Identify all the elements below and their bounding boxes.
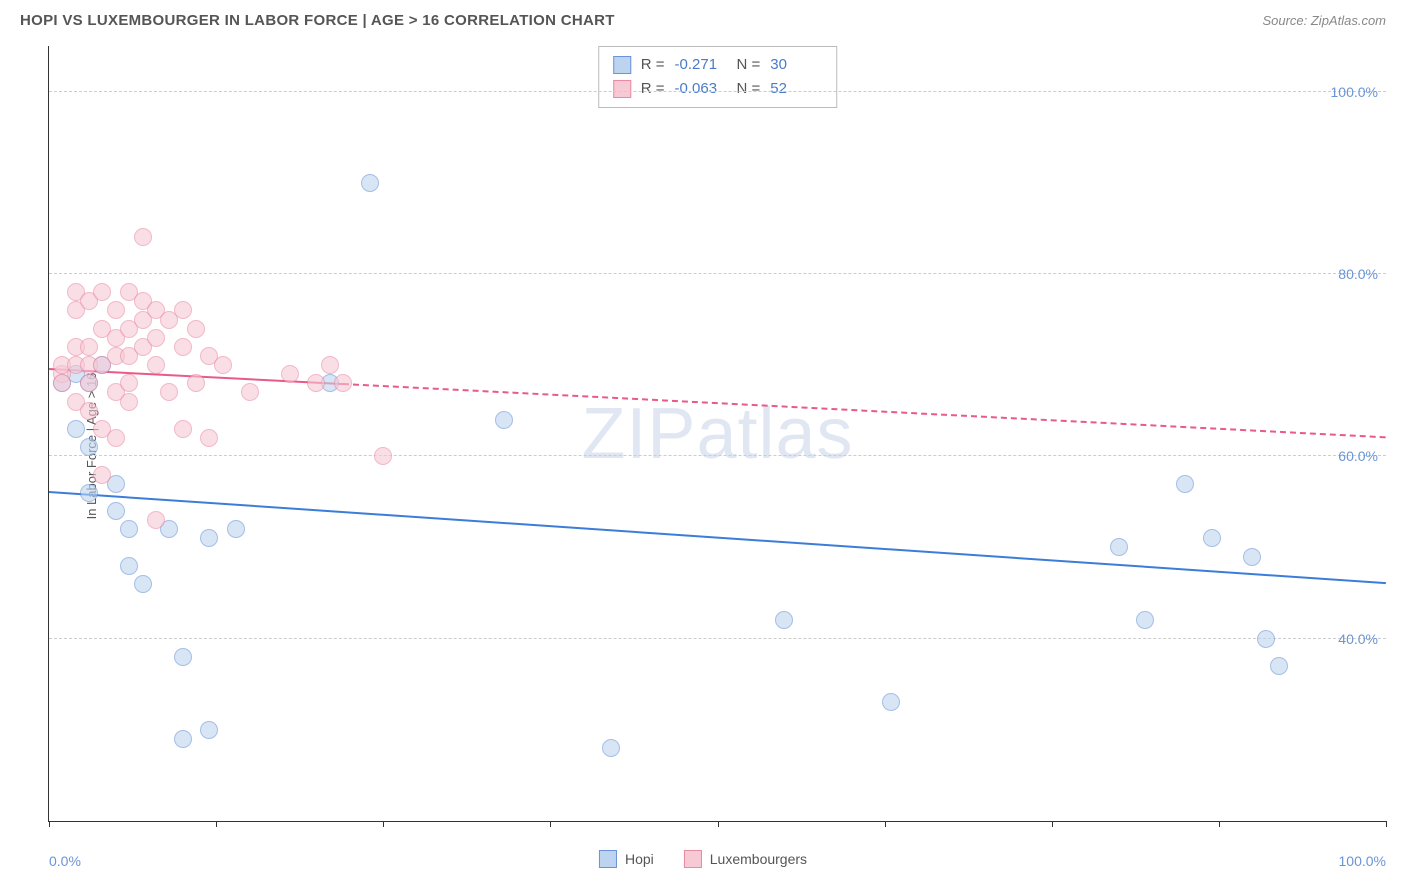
stat-n-value: 52 (770, 77, 822, 101)
data-point (187, 320, 205, 338)
source-label: Source: ZipAtlas.com (1262, 13, 1386, 28)
data-point (120, 374, 138, 392)
data-point (374, 447, 392, 465)
data-point (321, 356, 339, 374)
x-tick (550, 821, 551, 827)
data-point (602, 739, 620, 757)
data-point (1110, 538, 1128, 556)
watermark: ZIPatlas (581, 393, 853, 475)
data-point (174, 730, 192, 748)
data-point (241, 383, 259, 401)
data-point (227, 520, 245, 538)
chart-plot-area: ZIPatlas R = -0.271 N = 30 R = -0.063 N = 52 40… (48, 46, 1386, 822)
x-tick-label: 0.0% (49, 853, 81, 869)
data-point (174, 338, 192, 356)
x-tick-label: 100.0% (1339, 853, 1386, 869)
y-tick-label: 40.0% (1338, 631, 1378, 647)
stat-r-value: -0.271 (675, 53, 727, 77)
data-point (214, 356, 232, 374)
data-point (200, 429, 218, 447)
data-point (93, 283, 111, 301)
data-point (80, 338, 98, 356)
watermark-bold: ZIP (581, 393, 696, 475)
stat-n-value: 30 (770, 53, 822, 77)
gridline (49, 91, 1386, 92)
x-tick (216, 821, 217, 827)
data-point (200, 529, 218, 547)
data-point (1203, 529, 1221, 547)
data-point (80, 374, 98, 392)
data-point (80, 484, 98, 502)
stat-r-value: -0.063 (675, 77, 727, 101)
stats-row: R = -0.271 N = 30 (613, 53, 823, 77)
data-point (134, 228, 152, 246)
gridline (49, 455, 1386, 456)
x-tick (1052, 821, 1053, 827)
data-point (200, 721, 218, 739)
data-point (107, 301, 125, 319)
y-tick-label: 60.0% (1338, 448, 1378, 464)
data-point (120, 557, 138, 575)
x-tick (383, 821, 384, 827)
data-point (147, 356, 165, 374)
legend-swatch (599, 850, 617, 868)
x-tick (49, 821, 50, 827)
legend-label: Luxembourgers (710, 851, 807, 867)
data-point (120, 520, 138, 538)
x-tick (1219, 821, 1220, 827)
y-tick-label: 80.0% (1338, 266, 1378, 282)
data-point (307, 374, 325, 392)
data-point (80, 402, 98, 420)
data-point (107, 502, 125, 520)
gridline (49, 273, 1386, 274)
legend-item: Luxembourgers (684, 850, 807, 868)
legend-label: Hopi (625, 851, 654, 867)
x-tick (718, 821, 719, 827)
data-point (160, 383, 178, 401)
chart-title: HOPI VS LUXEMBOURGER IN LABOR FORCE | AG… (20, 12, 615, 29)
header: HOPI VS LUXEMBOURGER IN LABOR FORCE | AG… (0, 0, 1406, 37)
data-point (67, 420, 85, 438)
data-point (1243, 548, 1261, 566)
gridline (49, 638, 1386, 639)
data-point (1136, 611, 1154, 629)
stat-n-label: N = (737, 77, 761, 101)
stat-r-label: R = (641, 77, 665, 101)
stat-n-label: N = (737, 53, 761, 77)
legend-swatch (684, 850, 702, 868)
data-point (1176, 475, 1194, 493)
data-point (174, 648, 192, 666)
legend-swatch (613, 80, 631, 98)
data-point (174, 301, 192, 319)
stats-legend: R = -0.271 N = 30 R = -0.063 N = 52 (598, 46, 838, 108)
data-point (53, 374, 71, 392)
data-point (93, 466, 111, 484)
regression-line (49, 491, 1386, 584)
data-point (120, 393, 138, 411)
legend-swatch (613, 56, 631, 74)
data-point (495, 411, 513, 429)
data-point (80, 438, 98, 456)
data-point (281, 365, 299, 383)
data-point (1270, 657, 1288, 675)
data-point (1257, 630, 1275, 648)
x-tick (885, 821, 886, 827)
data-point (334, 374, 352, 392)
series-legend: Hopi Luxembourgers (599, 850, 807, 868)
data-point (775, 611, 793, 629)
data-point (107, 429, 125, 447)
legend-item: Hopi (599, 850, 654, 868)
data-point (187, 374, 205, 392)
data-point (361, 174, 379, 192)
data-point (147, 511, 165, 529)
y-tick-label: 100.0% (1331, 84, 1378, 100)
stats-row: R = -0.063 N = 52 (613, 77, 823, 101)
data-point (134, 575, 152, 593)
data-point (174, 420, 192, 438)
x-tick (1386, 821, 1387, 827)
data-point (147, 329, 165, 347)
stat-r-label: R = (641, 53, 665, 77)
data-point (882, 693, 900, 711)
